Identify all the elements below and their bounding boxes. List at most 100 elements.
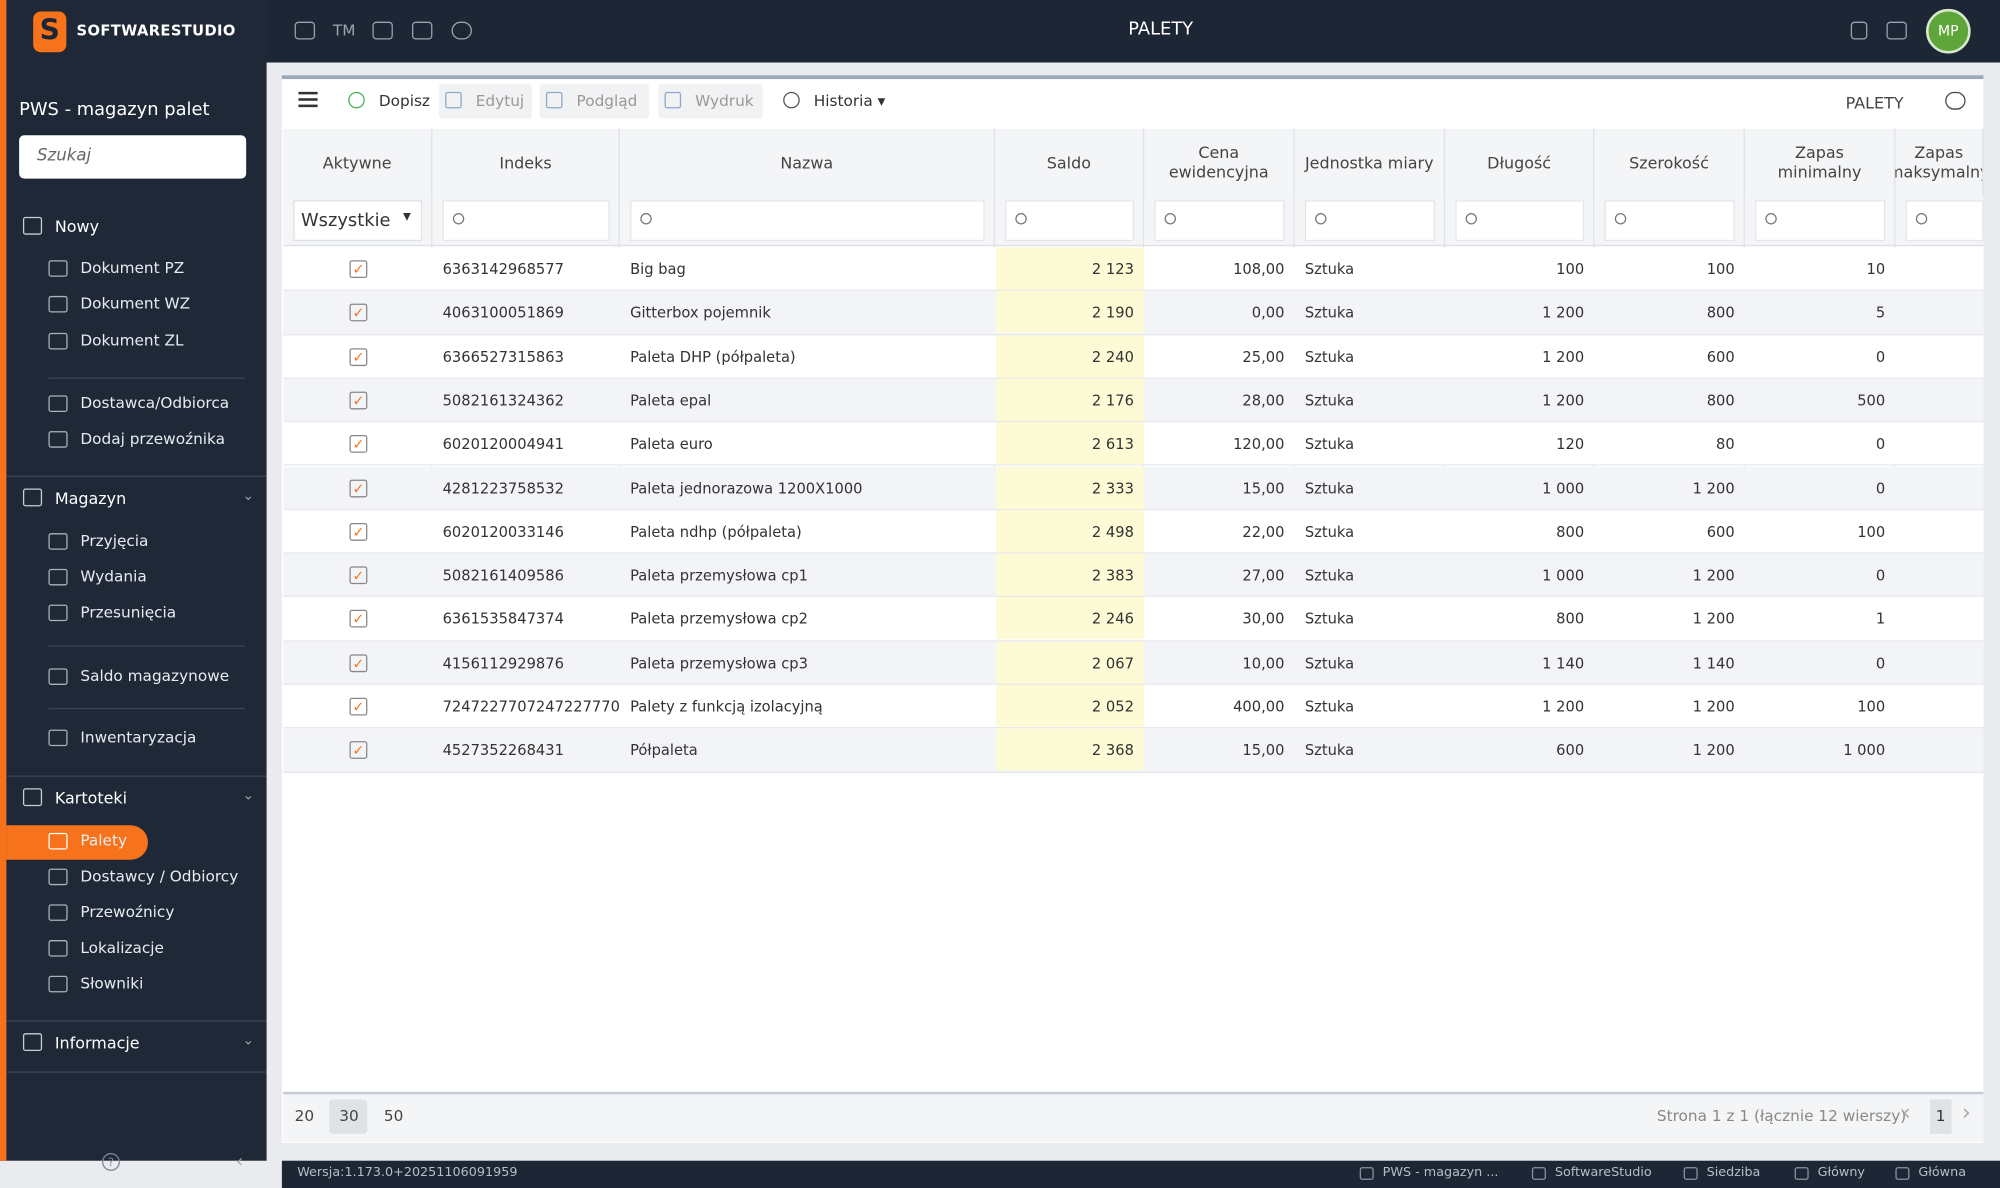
sidebar-item[interactable]: Dokument ZL xyxy=(80,331,184,350)
sidebar-item[interactable]: Inwentaryzacja xyxy=(80,728,197,747)
active-checkbox[interactable]: ✓ xyxy=(349,260,368,279)
help-icon[interactable]: ? xyxy=(102,1153,120,1171)
section-label[interactable]: Informacje xyxy=(54,1033,140,1053)
filter-input[interactable] xyxy=(1154,200,1285,242)
tm-shortcut[interactable]: TM xyxy=(332,21,356,40)
filter-input[interactable] xyxy=(630,200,985,242)
prev-page[interactable]: ‹ xyxy=(1901,1099,1911,1127)
toolbar-label[interactable]: Historia ▾ xyxy=(813,91,886,110)
section-icon[interactable] xyxy=(22,1033,43,1052)
section-icon[interactable] xyxy=(22,216,43,235)
item-icon[interactable] xyxy=(48,868,68,886)
sidebar-item[interactable]: Palety xyxy=(80,831,128,850)
circle-icon[interactable] xyxy=(451,21,472,40)
section-chevron[interactable]: ⌄ xyxy=(242,786,255,804)
item-icon[interactable] xyxy=(48,975,68,993)
section-label[interactable]: Kartoteki xyxy=(54,788,128,808)
sidebar-item[interactable]: Wydania xyxy=(80,567,147,586)
active-checkbox[interactable]: ✓ xyxy=(349,741,368,760)
column-header[interactable]: Długość xyxy=(1445,128,1595,196)
card-icon[interactable] xyxy=(1886,21,1907,40)
active-checkbox[interactable]: ✓ xyxy=(349,391,368,410)
sidebar-item[interactable]: Dostawca/Odbiorca xyxy=(80,394,230,412)
sidebar-item[interactable]: Słowniki xyxy=(80,974,144,993)
section-icon[interactable] xyxy=(22,488,43,507)
page-size[interactable]: 20 xyxy=(294,1107,315,1125)
column-header[interactable]: Indeks xyxy=(432,128,620,196)
sidebar-item[interactable]: Dokument PZ xyxy=(80,258,185,277)
users-icon[interactable] xyxy=(294,21,316,40)
page-size[interactable]: 30 xyxy=(339,1107,359,1125)
filter-input[interactable] xyxy=(1755,200,1886,242)
section-label[interactable]: Nowy xyxy=(54,216,100,236)
sidebar-item[interactable]: Dokument WZ xyxy=(80,294,191,313)
column-header[interactable]: Zapas maksymalny xyxy=(1895,128,1984,196)
active-checkbox[interactable]: ✓ xyxy=(349,566,368,585)
section-label[interactable]: Magazyn xyxy=(54,488,127,508)
item-icon[interactable] xyxy=(48,668,68,685)
filter-input[interactable] xyxy=(1455,200,1585,242)
section-icon[interactable] xyxy=(22,788,43,807)
menu-icon[interactable] xyxy=(298,91,318,95)
column-header[interactable]: Saldo xyxy=(995,128,1145,196)
sidebar-item[interactable]: Przyjęcia xyxy=(80,531,149,550)
current-page[interactable]: 1 xyxy=(1929,1099,1952,1134)
column-header[interactable]: Zapas minimalny xyxy=(1745,128,1896,196)
toolbar-button[interactable] xyxy=(539,84,650,119)
item-icon[interactable] xyxy=(48,260,68,277)
item-icon[interactable] xyxy=(48,729,68,747)
next-page[interactable]: › xyxy=(1961,1099,1971,1127)
section-chevron[interactable]: ⌄ xyxy=(242,1031,255,1049)
column-header[interactable]: Nazwa xyxy=(620,128,995,196)
sidebar-item[interactable]: Przewoźnicy xyxy=(80,903,175,921)
column-header[interactable]: Cena ewidencyjna xyxy=(1144,128,1295,196)
sidebar-item[interactable]: Dostawcy / Odbiorcy xyxy=(80,867,239,886)
toolbar-button[interactable] xyxy=(658,84,763,119)
active-checkbox[interactable]: ✓ xyxy=(349,522,368,541)
item-icon[interactable] xyxy=(48,295,68,313)
active-checkbox[interactable]: ✓ xyxy=(349,610,368,629)
sidebar-item[interactable]: Dodaj przewoźnika xyxy=(80,429,226,448)
column-header[interactable]: Jednostka miary xyxy=(1295,128,1446,196)
theme-icon[interactable] xyxy=(1945,91,1966,110)
active-checkbox[interactable]: ✓ xyxy=(349,303,368,322)
filter-input[interactable] xyxy=(1604,200,1735,242)
toolbar-label[interactable]: Dopisz xyxy=(378,91,430,110)
filter-input[interactable] xyxy=(442,200,610,242)
flag-icon[interactable] xyxy=(1850,21,1868,40)
toolbar-label[interactable]: Edytuj xyxy=(475,91,525,110)
page-size[interactable]: 50 xyxy=(383,1107,404,1125)
item-icon[interactable] xyxy=(48,904,68,921)
section-chevron[interactable]: ⌄ xyxy=(242,487,255,504)
status-item[interactable]: Główny xyxy=(1817,1165,1865,1180)
filter-input[interactable] xyxy=(1005,200,1134,242)
column-header[interactable]: Szerokość xyxy=(1594,128,1745,196)
item-icon[interactable] xyxy=(48,940,68,957)
item-icon[interactable] xyxy=(48,431,68,448)
status-item[interactable]: SoftwareStudio xyxy=(1554,1165,1652,1180)
active-checkbox[interactable]: ✓ xyxy=(349,435,368,454)
search-input[interactable]: Szukaj xyxy=(19,135,247,179)
avatar[interactable]: MP xyxy=(1926,8,1971,54)
item-icon[interactable] xyxy=(48,533,68,550)
toolbar-label[interactable]: Podgląd xyxy=(576,91,638,110)
active-checkbox[interactable]: ✓ xyxy=(349,697,368,716)
status-item[interactable]: PWS - magazyn ... xyxy=(1382,1165,1499,1180)
filter-input[interactable] xyxy=(1304,200,1435,242)
item-icon[interactable] xyxy=(48,604,68,622)
item-icon[interactable] xyxy=(48,395,68,412)
status-item[interactable]: Główna xyxy=(1918,1165,1967,1180)
sidebar-item[interactable]: Saldo magazynowe xyxy=(80,667,230,685)
item-icon[interactable] xyxy=(48,832,68,850)
structure-icon[interactable] xyxy=(372,21,393,40)
toolbar-button[interactable] xyxy=(438,84,532,119)
sidebar-item[interactable]: Przesunięcia xyxy=(80,603,177,622)
column-header[interactable]: Aktywne xyxy=(283,128,433,196)
filter-select[interactable]: Wszystkie xyxy=(293,200,423,242)
collapse-sidebar[interactable]: ‹ xyxy=(235,1151,244,1173)
active-checkbox[interactable]: ✓ xyxy=(349,478,368,497)
active-checkbox[interactable]: ✓ xyxy=(349,653,368,672)
status-item[interactable]: Siedziba xyxy=(1706,1165,1761,1180)
item-icon[interactable] xyxy=(48,332,68,350)
sidebar-item[interactable]: Lokalizacje xyxy=(80,938,164,957)
